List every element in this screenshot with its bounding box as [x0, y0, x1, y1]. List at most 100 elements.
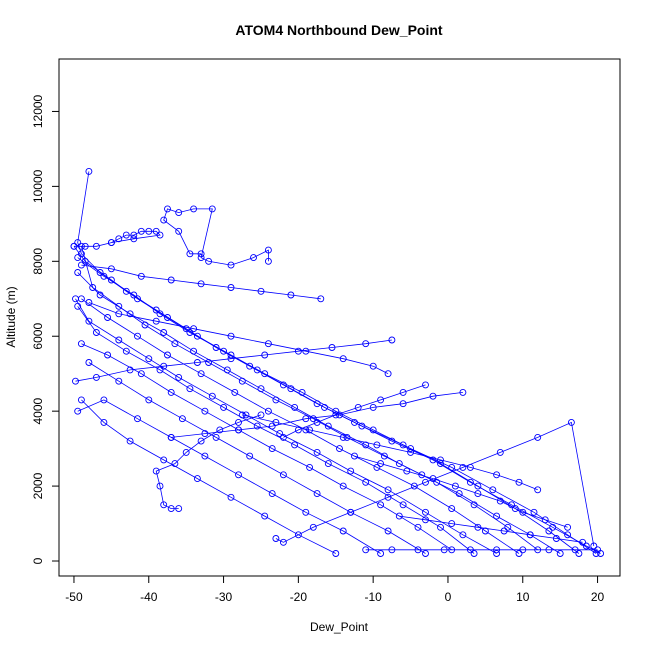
- data-point: [268, 445, 276, 453]
- data-point: [309, 523, 317, 531]
- data-point: [89, 284, 97, 291]
- data-point: [437, 456, 444, 464]
- data-point: [227, 261, 235, 269]
- data-point: [410, 482, 418, 490]
- data-point: [134, 332, 141, 340]
- data-point: [530, 508, 538, 516]
- data-point: [384, 493, 392, 501]
- data-point: [545, 527, 553, 535]
- data-point: [193, 475, 201, 483]
- data-point: [171, 460, 179, 468]
- data-point: [429, 475, 437, 483]
- x-tick-label: 20: [591, 590, 605, 604]
- data-point: [519, 508, 527, 516]
- data-point: [77, 261, 85, 269]
- x-tick-label: -50: [65, 590, 83, 604]
- data-point: [257, 385, 265, 393]
- data-point: [466, 478, 474, 486]
- data-point: [152, 306, 160, 314]
- data-point: [369, 362, 377, 370]
- series-line: [81, 264, 321, 300]
- data-point: [126, 437, 134, 445]
- data-point: [541, 516, 549, 524]
- data-point: [175, 505, 183, 513]
- data-point: [302, 508, 310, 516]
- data-point: [92, 373, 100, 381]
- data-point: [294, 531, 302, 539]
- data-point: [134, 415, 141, 423]
- data-point: [246, 362, 254, 370]
- data-point: [137, 370, 145, 378]
- data-point: [594, 546, 602, 554]
- data-point: [388, 546, 396, 554]
- data-point: [592, 550, 600, 557]
- data-point: [145, 227, 153, 235]
- y-tick-label: 10000: [31, 169, 45, 203]
- data-point: [175, 373, 183, 381]
- data-point: [384, 370, 392, 378]
- data-point: [321, 403, 328, 411]
- data-point: [339, 433, 347, 441]
- data-point: [186, 329, 194, 336]
- y-axis-label: Altitude (m): [4, 286, 18, 347]
- data-point: [317, 295, 325, 303]
- series-line: [88, 302, 389, 375]
- x-tick-label: 10: [516, 590, 530, 604]
- data-point: [160, 456, 168, 464]
- series-line: [77, 399, 381, 554]
- data-point: [208, 205, 216, 213]
- data-point: [107, 265, 115, 273]
- data-point: [369, 403, 377, 411]
- data-point: [268, 490, 276, 498]
- data-point: [77, 396, 85, 404]
- series-line: [399, 515, 583, 543]
- data-point: [395, 460, 403, 468]
- series-line: [275, 421, 595, 547]
- data-point: [339, 527, 347, 535]
- x-axis-label: Dew_Point: [310, 620, 369, 634]
- data-point: [466, 546, 474, 554]
- data-point: [197, 250, 205, 258]
- data-point: [156, 482, 164, 490]
- data-point: [253, 366, 261, 374]
- data-point: [504, 523, 512, 531]
- data-point: [160, 362, 168, 370]
- series-line: [75, 298, 497, 554]
- data-point: [145, 396, 153, 404]
- data-point: [324, 422, 332, 430]
- data-point: [377, 396, 385, 404]
- data-point: [339, 355, 347, 363]
- data-point: [156, 231, 164, 239]
- data-point: [92, 242, 100, 250]
- data-point: [268, 422, 276, 430]
- y-tick-label: 6000: [31, 323, 45, 350]
- data-point: [227, 351, 235, 359]
- data-point: [466, 463, 474, 471]
- data-point: [137, 272, 145, 280]
- data-point: [493, 546, 501, 554]
- data-point: [582, 542, 590, 550]
- data-point: [257, 411, 265, 419]
- data-point: [152, 227, 160, 235]
- data-point: [164, 351, 171, 359]
- data-point: [500, 527, 508, 535]
- data-point: [526, 531, 534, 539]
- data-point: [107, 239, 115, 247]
- data-point: [175, 227, 183, 235]
- series-line: [74, 230, 161, 247]
- data-point: [571, 546, 579, 554]
- data-point: [201, 407, 209, 415]
- data-point: [324, 460, 332, 468]
- series-line: [77, 257, 580, 554]
- data-point: [493, 550, 501, 557]
- data-point: [250, 254, 257, 262]
- data-point: [186, 250, 194, 258]
- data-point: [220, 347, 228, 355]
- data-point: [362, 340, 370, 348]
- data-point: [474, 490, 482, 498]
- data-point: [437, 460, 444, 468]
- data-point: [100, 396, 108, 404]
- y-tick-label: 2000: [31, 472, 45, 499]
- data-point: [208, 392, 216, 400]
